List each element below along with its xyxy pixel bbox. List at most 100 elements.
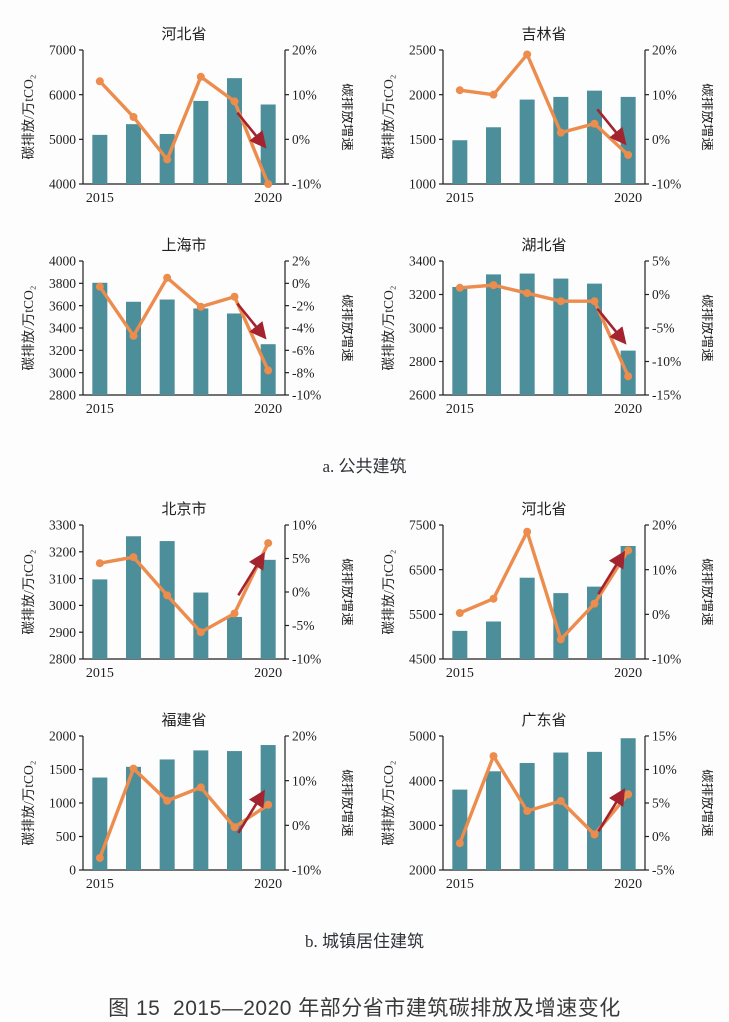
chart-title: 广东省 — [521, 712, 566, 729]
line-marker — [590, 119, 598, 128]
left-tick-label: 3200 — [409, 287, 436, 302]
x-axis-labels: 2015 2020 — [85, 402, 281, 417]
chart-b-河北省: 河北省 4500 5500 6500 7500 -10% 0% 10% 20% 碳排放/万tCO₂… — [377, 499, 715, 700]
left-tick-label: 3300 — [49, 518, 76, 533]
bar — [552, 752, 568, 870]
x-tick-label: 2015 — [445, 191, 473, 206]
bar — [226, 78, 242, 184]
left-axis-title: 碳排放/万tCO₂ — [21, 761, 36, 846]
right-tick-label: -10% — [292, 388, 321, 403]
growth-line — [95, 764, 272, 862]
right-axis: -15% -10% -5% 0% 5% — [644, 254, 681, 403]
left-axis-title: 碳排放/万tCO₂ — [21, 550, 36, 635]
line-marker — [162, 591, 171, 600]
axes — [441, 525, 646, 660]
right-tick-label: 20% — [652, 43, 677, 58]
bar — [552, 278, 568, 395]
axes — [81, 736, 286, 871]
left-tick-label: 4000 — [49, 254, 76, 269]
bar — [485, 771, 501, 870]
bar — [620, 738, 636, 870]
growth-line — [455, 50, 632, 159]
left-axis: 2800 2900 3000 3100 3200 3300 — [49, 518, 83, 667]
right-tick-label: 5% — [652, 254, 670, 269]
right-tick-label: 5% — [652, 796, 670, 811]
emission-bars — [451, 545, 636, 659]
chart-title: 上海市 — [161, 237, 206, 254]
trend-arrow-up — [236, 789, 265, 834]
line-marker — [162, 796, 171, 805]
left-axis-title: 碳排放/万tCO₂ — [21, 286, 36, 371]
x-axis-labels: 2015 2020 — [445, 877, 641, 892]
line-marker — [590, 599, 598, 608]
right-tick-label: -10% — [652, 177, 681, 192]
trend-arrow-up — [596, 788, 625, 833]
left-tick-label: 5500 — [409, 607, 436, 622]
left-tick-label: 3400 — [49, 321, 76, 336]
right-tick-label: 0% — [652, 829, 670, 844]
left-tick-label: 5000 — [49, 132, 76, 147]
line-marker — [522, 807, 531, 816]
bar — [226, 313, 242, 395]
bar — [485, 621, 501, 659]
line-marker — [162, 273, 171, 282]
chart-a-上海市: 上海市 2800 3000 3200 3400 3600 3800 4000 -10% -8% -6… — [17, 235, 355, 436]
emission-bars — [91, 282, 276, 395]
line-marker — [263, 366, 272, 375]
trend-arrow-up — [236, 551, 265, 596]
line-marker — [263, 180, 272, 188]
line-marker — [623, 150, 632, 159]
line-marker — [623, 372, 632, 381]
right-axis-title: 碳排放增速 — [700, 558, 713, 626]
x-tick-label: 2020 — [614, 877, 642, 892]
right-tick-label: -5% — [652, 863, 675, 878]
chart-title: 河北省 — [521, 501, 566, 518]
left-axis-title: 碳排放/万tCO₂ — [381, 75, 396, 160]
right-axis-title: 碳排放增速 — [340, 769, 353, 837]
emission-bars — [451, 90, 636, 184]
x-tick-label: 2015 — [85, 666, 113, 681]
left-tick-label: 2800 — [409, 354, 436, 369]
x-tick-label: 2015 — [85, 402, 113, 417]
section-urban-residential-buildings: 北京市 2800 2900 3000 3100 3200 3300 -10% -5% 0% 5% 10… — [0, 499, 729, 952]
bar — [451, 789, 467, 870]
chart-b-广东省: 广东省 2000 3000 4000 5000 -5% 0% 5% 10% 15% 碳排放/万tCO… — [377, 710, 715, 911]
axes — [441, 50, 646, 185]
left-axis: 1000 1500 2000 2500 — [409, 43, 443, 192]
chart-a-湖北省: 湖北省 2600 2800 3000 3200 3400 -15% -10% -5% 0% 5% 碳排… — [377, 235, 715, 436]
line-marker — [623, 546, 632, 555]
left-tick-label: 1000 — [409, 177, 436, 192]
bar — [620, 96, 636, 184]
right-axis-title: 碳排放增速 — [340, 558, 353, 626]
line-marker — [95, 559, 104, 568]
right-tick-label: -10% — [652, 354, 681, 369]
x-tick-label: 2020 — [614, 402, 642, 417]
left-tick-label: 5000 — [409, 729, 436, 744]
right-axis: -10% 0% 10% 20% — [644, 43, 681, 192]
right-tick-label: 0% — [292, 276, 310, 291]
line-marker — [196, 72, 205, 81]
line-marker — [230, 823, 238, 832]
growth-line — [95, 72, 272, 188]
line-marker — [95, 853, 104, 862]
chart-svg: 广东省 2000 3000 4000 5000 -5% 0% 5% 10% 15% 碳排放/万tCO… — [381, 712, 715, 892]
line-marker — [196, 302, 205, 311]
left-tick-label: 0 — [69, 863, 76, 878]
line-marker — [129, 113, 137, 121]
chart-svg: 河北省 4000 5000 6000 7000 -10% 0% 10% 20% 碳排放/万tCO₂… — [21, 26, 355, 206]
section-a-label: a. 公共建筑 — [322, 457, 407, 476]
axes — [81, 525, 286, 660]
x-tick-label: 2015 — [445, 666, 473, 681]
bar — [125, 124, 141, 184]
chart-a-吉林省: 吉林省 1000 1500 2000 2500 -10% 0% 10% 20% 碳排放/万tCO₂… — [377, 24, 715, 225]
left-axis-title: 碳排放/万tCO₂ — [381, 761, 396, 846]
right-axis: -10% -5% 0% 5% 10% — [284, 518, 321, 667]
right-tick-label: 0% — [292, 132, 310, 147]
right-tick-label: -10% — [652, 652, 681, 667]
bar — [620, 545, 636, 659]
line-marker — [129, 764, 137, 773]
bar — [159, 299, 175, 395]
bar — [91, 282, 107, 395]
line-marker — [263, 800, 272, 809]
left-tick-label: 2500 — [409, 43, 436, 58]
